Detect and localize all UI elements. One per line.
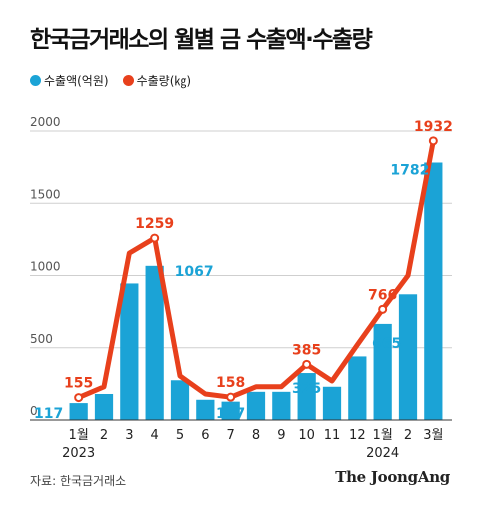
line-data-label: 158 <box>216 375 245 391</box>
bar <box>348 356 367 420</box>
bar <box>424 162 443 420</box>
bar-data-label: 127 <box>216 406 245 422</box>
y-tick-label: 1000 <box>30 260 61 274</box>
x-tick-label: 3월 <box>423 428 443 443</box>
bar <box>170 380 190 420</box>
bar-data-label: 1067 <box>175 264 214 280</box>
x-tick-label: 1월 <box>69 428 89 443</box>
bar <box>94 393 114 420</box>
bar-data-label: 117 <box>34 406 63 422</box>
x-tick-label: 1월 <box>373 428 393 443</box>
year-label: 2023 <box>62 446 95 461</box>
line-data-label: 385 <box>292 342 321 358</box>
legend-label-export-volume: 수출량(㎏) <box>136 74 192 88</box>
x-tick-label: 3 <box>125 428 133 443</box>
line-point <box>378 304 388 314</box>
legend-swatch-bar <box>30 75 41 86</box>
line-point <box>226 392 236 402</box>
legend-item-export-volume: 수출량(㎏) <box>122 72 192 89</box>
x-tick-label: 5 <box>176 428 184 443</box>
bar-data-label: 665 <box>372 336 401 352</box>
bar <box>69 403 88 420</box>
x-tick-label: 10 <box>298 428 315 443</box>
bar <box>196 399 215 420</box>
bar <box>272 391 291 420</box>
line-data-label: 1259 <box>135 216 174 232</box>
y-tick-label: 1500 <box>30 187 61 201</box>
y-tick-label: 2000 <box>30 115 61 129</box>
x-tick-label: 8 <box>252 428 260 443</box>
bar <box>246 391 266 420</box>
x-tick-label: 7 <box>227 428 235 443</box>
line-data-label: 766 <box>368 287 397 303</box>
bar <box>221 401 240 420</box>
x-tick-label: 6 <box>201 428 209 443</box>
bar-data-label: 325 <box>292 381 321 397</box>
bar <box>373 323 392 420</box>
line-data-label: 155 <box>64 376 93 392</box>
year-label: 2024 <box>366 446 399 461</box>
x-tick-label: 2 <box>404 428 412 443</box>
line-point <box>150 233 160 243</box>
y-tick-label: 0 <box>30 404 38 418</box>
bar <box>398 294 418 420</box>
bar <box>322 386 342 420</box>
x-tick-label: 4 <box>151 428 159 443</box>
legend-label-export-value: 수출액(억원) <box>44 74 109 88</box>
line-point <box>74 393 84 403</box>
chart-title: 한국금거래소의 월별 금 수출액·수출량 <box>30 27 373 53</box>
source-note: 자료: 한국금거래소 <box>30 474 127 488</box>
line-data-label: 1932 <box>414 119 453 135</box>
bar <box>120 283 139 420</box>
x-tick-label: 2 <box>100 428 108 443</box>
legend-item-export-value: 수출액(억원) <box>30 72 109 89</box>
y-tick-label: 500 <box>30 332 53 346</box>
line-series <box>76 138 436 401</box>
publisher-logo: The JoongAng <box>335 468 450 486</box>
line-point <box>428 136 438 146</box>
bar <box>297 373 316 420</box>
legend: 수출액(억원) 수출량(㎏) <box>30 72 191 89</box>
line-point <box>302 359 312 369</box>
bar <box>145 265 164 420</box>
x-tick-label: 11 <box>324 428 341 443</box>
bar-data-label: 1782 <box>390 163 429 179</box>
x-tick-label: 12 <box>349 428 366 443</box>
x-tick-label: 9 <box>277 428 285 443</box>
legend-swatch-line <box>122 75 134 86</box>
